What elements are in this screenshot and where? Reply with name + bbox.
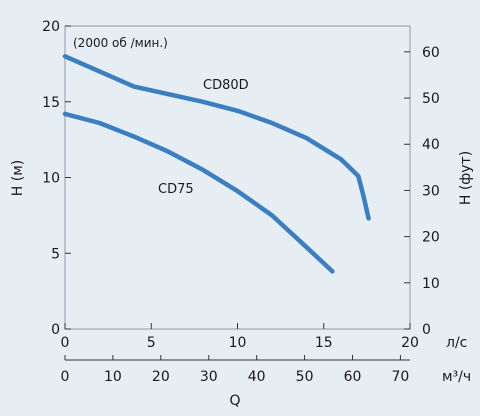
right-tick-label: 60 — [422, 45, 440, 61]
right-tick-label: 0 — [422, 322, 431, 338]
bottom-tick-label-ls: 0 — [61, 335, 70, 351]
left-tick-label: 15 — [42, 95, 60, 111]
bottom-unit-ls: л/с — [446, 335, 467, 351]
bottom-tick-label-ls: 20 — [401, 335, 419, 351]
bottom-tick-label-m3h: 70 — [392, 369, 410, 385]
series-line-cd75 — [62, 111, 335, 274]
chart-annotation: (2000 об /мин.) — [73, 36, 168, 50]
series-label-cd75: CD75 — [158, 182, 194, 197]
series-line-cd80d — [62, 54, 371, 221]
left-tick-label: 5 — [51, 246, 60, 262]
series-label-cd80d: CD80D — [203, 78, 249, 93]
right-tick-label: 20 — [422, 230, 440, 246]
bottom-tick-label-ls: 10 — [229, 335, 247, 351]
left-tick-label: 0 — [51, 322, 60, 338]
bottom-tick-label-m3h: 60 — [344, 369, 362, 385]
left-tick-label: 10 — [42, 171, 60, 187]
x-axis-label: Q — [229, 393, 240, 409]
bottom-tick-label-m3h: 20 — [152, 369, 170, 385]
left-axis-label: H (м) — [10, 160, 26, 196]
right-tick-label: 40 — [422, 137, 440, 153]
bottom-tick-label-m3h: 0 — [61, 369, 70, 385]
bottom-tick-label-m3h: 40 — [248, 369, 266, 385]
right-axis-label: H (фут) — [458, 151, 474, 205]
bottom-tick-label-ls: 15 — [315, 335, 333, 351]
series-layer — [62, 54, 371, 274]
bottom-tick-label-m3h: 50 — [296, 369, 314, 385]
right-tick-label: 10 — [422, 276, 440, 292]
left-tick-label: 20 — [42, 19, 60, 35]
bottom-unit-m3h: м³/ч — [442, 369, 471, 385]
bottom-tick-label-m3h: 10 — [104, 369, 122, 385]
bottom-tick-label-m3h: 30 — [200, 369, 218, 385]
right-tick-label: 30 — [422, 183, 440, 199]
bottom-tick-label-ls: 5 — [147, 335, 156, 351]
right-tick-label: 50 — [422, 91, 440, 107]
